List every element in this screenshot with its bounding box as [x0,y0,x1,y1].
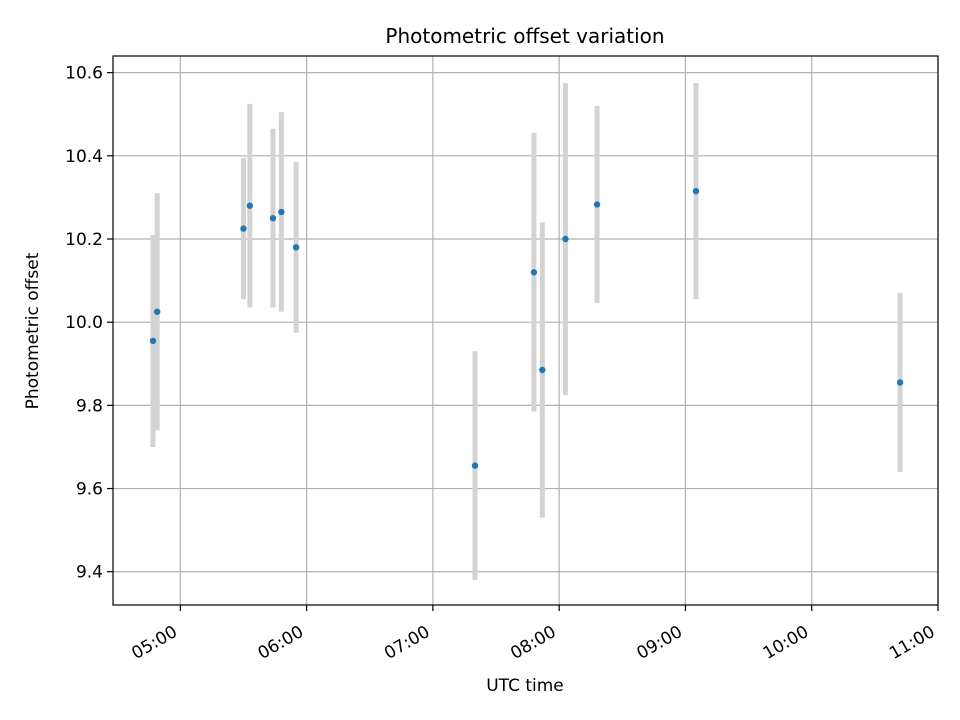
data-point [278,208,285,216]
y-tick-label: 9.8 [76,396,103,416]
data-points [149,187,904,469]
data-point [269,215,277,222]
data-point [240,225,247,232]
y-axis-label: Photometric offset [23,252,43,409]
x-axis-label: UTC time [486,676,564,696]
y-tick-label: 10.4 [65,147,103,167]
data-point [530,269,538,276]
plot-frame [112,55,939,606]
chart-title: Photometric offset variation [385,24,664,48]
data-point [246,202,253,209]
y-tick-label: 9.6 [76,480,103,500]
data-point [539,366,546,374]
data-point [471,462,479,469]
y-tick-label: 9.4 [76,563,103,583]
data-point [292,244,300,251]
y-tick-label: 10.2 [65,230,103,250]
data-point [153,308,161,315]
data-point [149,337,157,345]
y-tick-label: 10.0 [65,313,103,333]
data-point [562,235,569,243]
data-point [896,379,904,386]
data-point [593,201,601,208]
y-tick-label: 10.6 [65,64,103,84]
data-point [692,187,700,195]
